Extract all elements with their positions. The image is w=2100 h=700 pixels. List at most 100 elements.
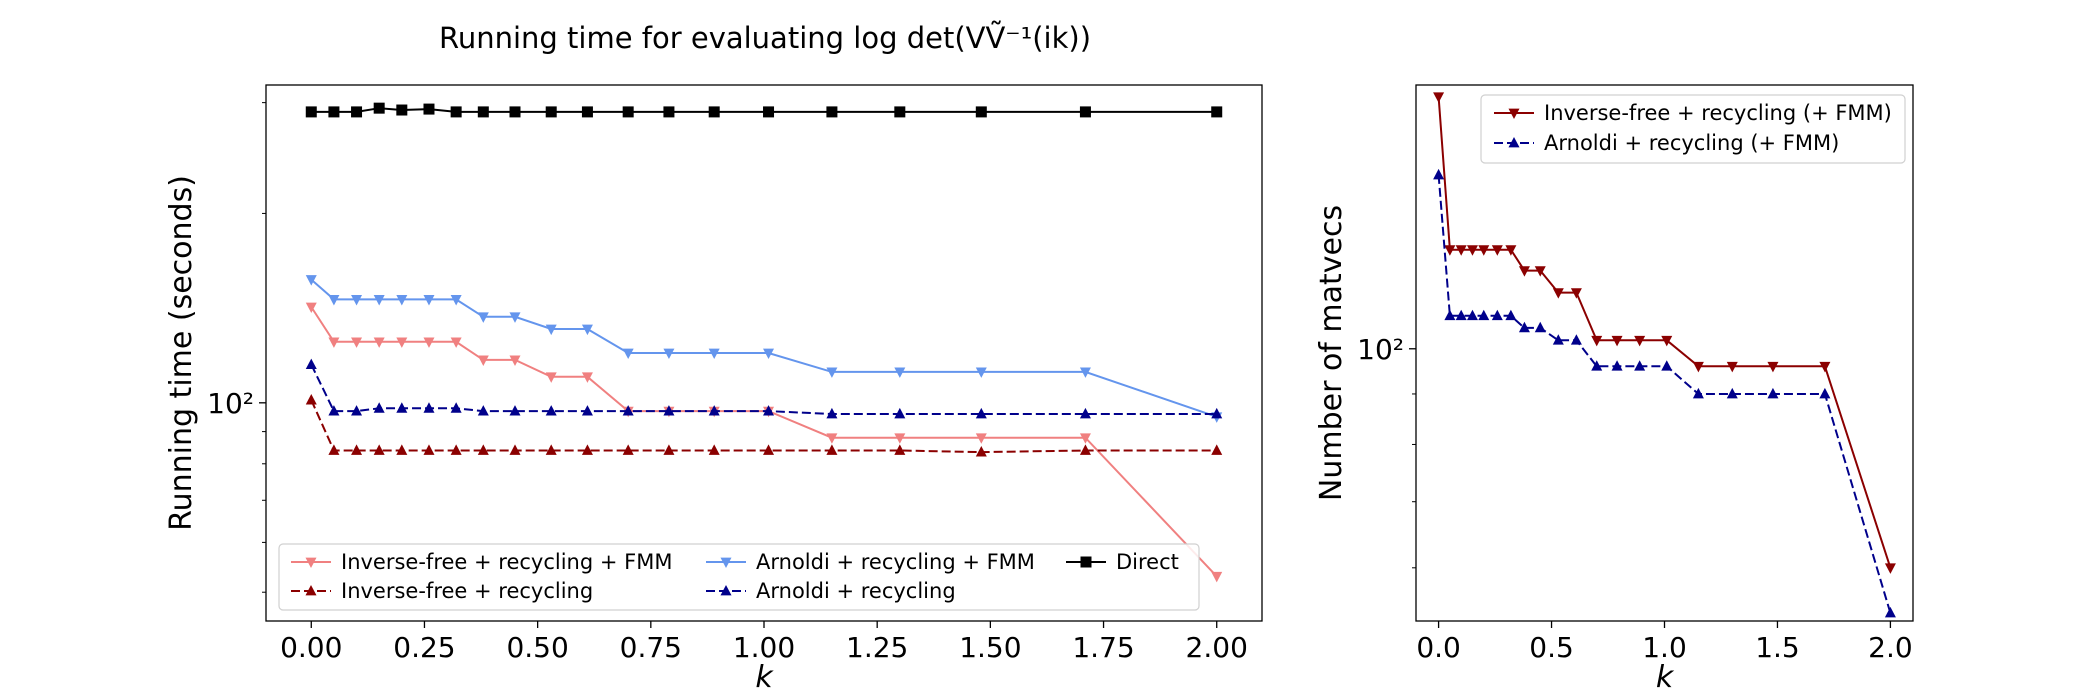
x-tick-label: 1.5	[1755, 631, 1800, 664]
legend-label: Direct	[1116, 550, 1179, 574]
legend-label: Inverse-free + recycling (+ FMM)	[1544, 101, 1892, 125]
legend-marker	[305, 557, 317, 569]
data-point	[1079, 367, 1091, 378]
data-point	[894, 407, 906, 419]
series-line	[1437, 174, 1892, 614]
data-point	[396, 444, 408, 455]
legend-box	[1480, 94, 1906, 164]
x-tick-label: 1.25	[846, 631, 908, 664]
data-point	[509, 106, 521, 118]
legend-marker	[1508, 136, 1520, 148]
data-point	[509, 312, 521, 323]
data-point	[545, 324, 557, 336]
data-point	[450, 337, 462, 348]
data-point	[450, 295, 462, 306]
data-point	[450, 402, 462, 413]
running-time-chart: 0.00 0.25 0.50 0.75 1.00 1.25 1.50 1.75 2.00 10² k…	[164, 84, 1263, 695]
data-point	[1819, 387, 1831, 399]
data-point	[581, 405, 593, 416]
data-point	[975, 407, 987, 419]
data-point	[450, 106, 462, 118]
data-point	[1079, 407, 1091, 419]
data-point	[1444, 309, 1456, 321]
data-point	[1570, 288, 1582, 299]
data-point	[1433, 168, 1445, 180]
x-axis-label: k	[755, 660, 774, 695]
legend: Inverse-free + recycling (+ FMM) Arnoldi …	[1480, 94, 1906, 164]
data-point	[477, 355, 489, 366]
x-tick-label: 1.50	[959, 631, 1021, 664]
data-point	[328, 444, 340, 455]
legend-label: Inverse-free + recycling	[341, 579, 593, 603]
data-point	[622, 348, 634, 360]
series-line	[310, 278, 1218, 418]
data-point	[1466, 309, 1478, 321]
data-point	[477, 444, 489, 455]
data-point	[1466, 245, 1478, 256]
series-2	[305, 275, 1223, 423]
data-point	[351, 337, 363, 348]
x-tick-label: 2.00	[1186, 631, 1248, 664]
data-point	[1505, 245, 1517, 256]
data-point	[894, 444, 906, 455]
series-0	[305, 302, 1223, 583]
series-line	[310, 399, 1217, 454]
data-point	[509, 355, 521, 366]
matvecs-chart: 0.0 0.5 1.0 1.5 2.0 10² k Number of matvecs Inve…	[1314, 84, 1914, 695]
data-point	[1444, 245, 1456, 256]
legend: Inverse-free + recycling + FMM Inverse-fr…	[278, 543, 1200, 611]
data-point	[450, 444, 462, 455]
data-point	[396, 402, 408, 413]
legend-marker	[305, 584, 317, 596]
data-point	[826, 407, 838, 419]
series-4	[305, 102, 1223, 118]
data-point	[373, 402, 385, 413]
data-point	[328, 405, 340, 416]
data-point	[1884, 606, 1896, 618]
data-point	[373, 295, 385, 306]
data-point	[545, 444, 557, 455]
data-point	[1884, 563, 1896, 574]
data-point	[1634, 335, 1646, 347]
data-point	[1552, 334, 1564, 345]
data-point	[545, 372, 557, 383]
data-point	[477, 405, 489, 416]
data-point	[1079, 444, 1091, 455]
data-point	[305, 106, 317, 118]
data-point	[328, 295, 340, 306]
data-point	[1211, 407, 1223, 419]
data-point	[1534, 266, 1546, 277]
data-point	[1692, 387, 1704, 399]
legend-label: Arnoldi + recycling + FMM	[756, 550, 1035, 574]
data-point	[477, 106, 489, 118]
data-point	[1591, 335, 1603, 347]
y-tick-label: 10²	[1357, 333, 1404, 366]
series-0	[1433, 92, 1896, 574]
data-point	[1079, 106, 1091, 118]
data-point	[894, 433, 906, 444]
data-point	[1455, 245, 1467, 256]
data-point	[663, 444, 675, 455]
data-point	[708, 348, 720, 360]
series-line	[310, 306, 1218, 577]
data-point	[373, 444, 385, 455]
data-point	[1661, 335, 1673, 347]
series-1	[1433, 168, 1896, 618]
series-3	[305, 358, 1223, 419]
data-point	[423, 337, 435, 348]
data-point	[396, 295, 408, 306]
data-point	[423, 444, 435, 455]
data-point	[423, 295, 435, 306]
legend-entry: Inverse-free + recycling (+ FMM)	[1494, 101, 1892, 125]
x-tick-label: 0.0	[1416, 631, 1461, 664]
y-tick-label: 10²	[207, 387, 254, 420]
data-point	[373, 337, 385, 348]
x-tick-label: 0.00	[280, 631, 342, 664]
data-point	[1611, 360, 1623, 371]
data-point	[1819, 361, 1831, 373]
data-point	[1491, 309, 1503, 321]
series-line	[310, 364, 1217, 415]
data-point	[708, 444, 720, 455]
legend-label: Arnoldi + recycling	[756, 579, 956, 603]
data-point	[581, 372, 593, 383]
